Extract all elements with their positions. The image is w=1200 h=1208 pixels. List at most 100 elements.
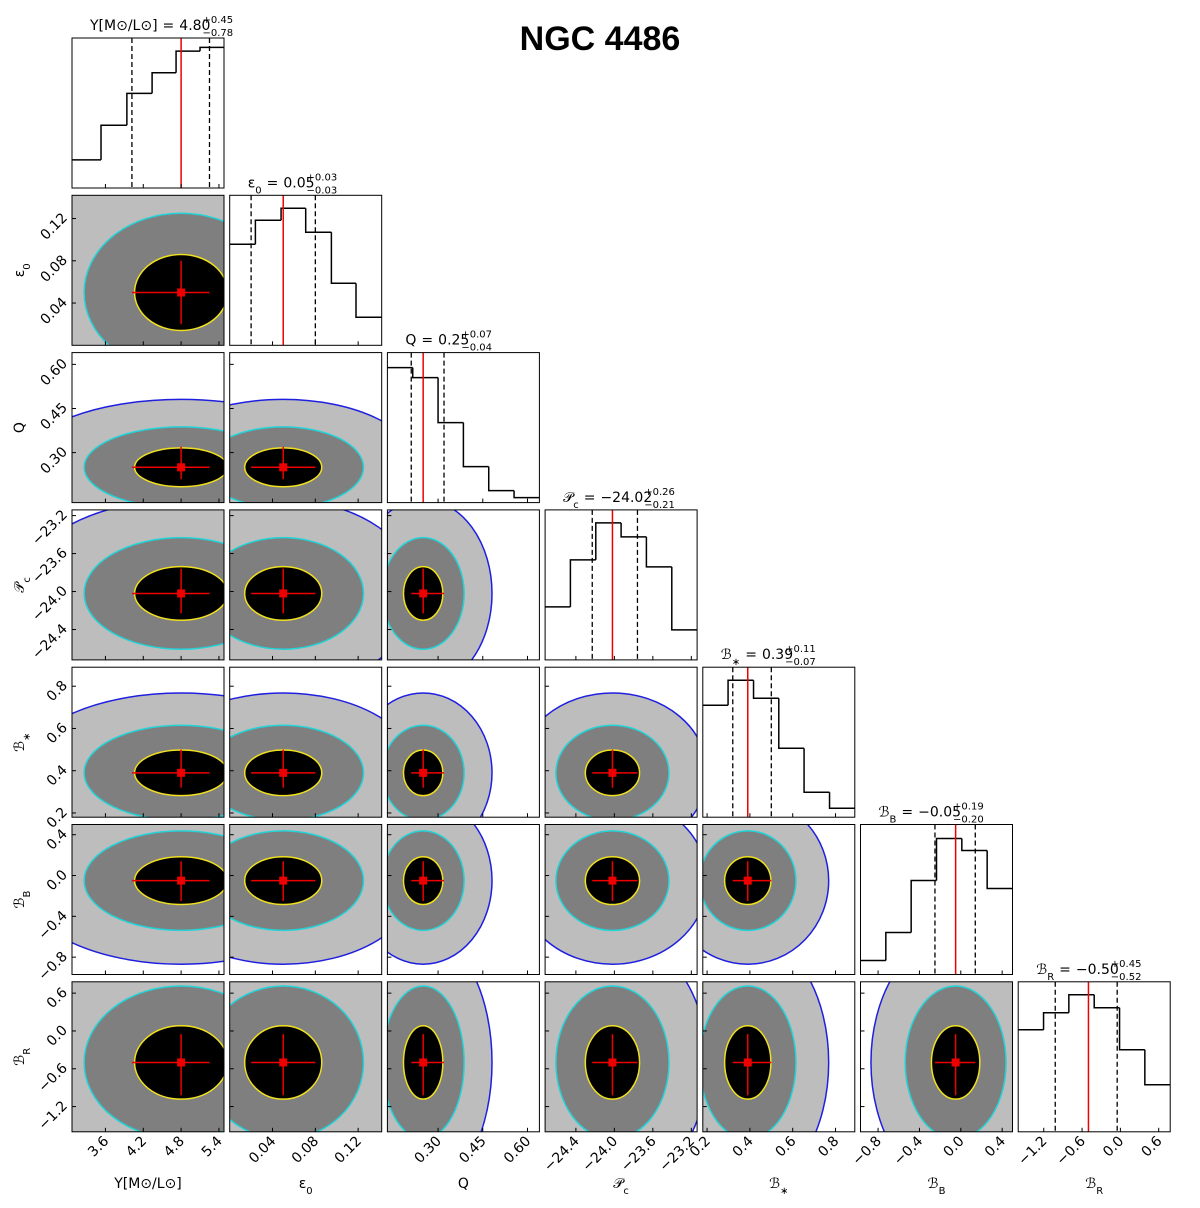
- y-tick-label: 0.0: [44, 1022, 71, 1049]
- panel-frame: [71, 981, 225, 1133]
- median-point: [177, 1058, 186, 1067]
- histogram-step: [595, 522, 622, 560]
- label-symbol: ε: [299, 1176, 307, 1192]
- histogram-step: [935, 837, 962, 881]
- axis-label: Q = 0.25: [405, 333, 469, 349]
- panel-frame: [229, 666, 383, 818]
- histogram-step: [411, 367, 439, 379]
- panel-frame: [229, 194, 383, 346]
- x-tick-label: 5.4: [199, 1133, 226, 1160]
- histogram-step: [355, 283, 382, 319]
- panel: [72, 195, 224, 346]
- label-symbol: Υ[M⊙/L⊙]: [89, 18, 158, 34]
- equals: =: [267, 175, 279, 191]
- axis-label: ℬR: [1085, 1176, 1103, 1197]
- panel: [545, 692, 698, 818]
- y-tick-label: 0.45: [37, 400, 70, 433]
- histogram-step: [986, 850, 1013, 890]
- panel-frame: [229, 824, 383, 975]
- equals: =: [901, 805, 913, 821]
- panel-frame: [386, 666, 540, 818]
- axis-label: ℬR: [12, 1048, 33, 1066]
- x-tick-label: 4.8: [161, 1133, 188, 1160]
- label-symbol: ℬ: [12, 897, 28, 908]
- x-tick-label: 0.2: [687, 1133, 714, 1160]
- axis-label: 𝒫c: [613, 1176, 629, 1197]
- x-tick-label: 0.0: [941, 1133, 968, 1160]
- axis-label: ℬ∗: [769, 1176, 788, 1197]
- panel-frame: [229, 981, 383, 1133]
- panel: [229, 692, 382, 818]
- x-tick-label: 0.6: [1138, 1133, 1165, 1160]
- panel-frame: [860, 824, 1013, 975]
- equals: =: [163, 18, 175, 34]
- y-tick-label: 0.30: [37, 444, 70, 477]
- y-tick-label: 0.8: [44, 678, 71, 705]
- histogram-step: [1118, 1007, 1145, 1051]
- histogram-step: [254, 219, 282, 245]
- histogram-step: [1042, 1012, 1069, 1030]
- panel-frame: [860, 981, 1013, 1133]
- panel: [702, 824, 830, 965]
- panel: [72, 509, 224, 660]
- x-tick-label: −0.4: [891, 1133, 926, 1168]
- label-symbol: Υ[M⊙/L⊙]: [113, 1176, 182, 1192]
- label-symbol: Q: [458, 1176, 469, 1192]
- label-symbol: Q: [12, 422, 28, 433]
- x-tick-label: −24.4: [541, 1133, 583, 1175]
- label-symbol: 𝒫: [613, 1176, 625, 1192]
- axis-label: 𝒫c = −24.02: [563, 490, 652, 511]
- label-sub: R: [22, 1048, 33, 1055]
- label-symbol: 𝒫: [12, 581, 28, 593]
- x-tick-label: 0.04: [246, 1133, 279, 1166]
- chart-title: NGC 4486: [520, 20, 681, 58]
- median-point: [608, 768, 617, 777]
- label-sub: R: [1047, 971, 1054, 982]
- panel: [1018, 981, 1171, 1132]
- err-plus-label: +0.45: [202, 15, 233, 26]
- axis-label: ℬR = −0.50: [1036, 962, 1119, 983]
- label-symbol: ℬ: [769, 1176, 780, 1192]
- y-tick-label: 0.6: [44, 720, 71, 747]
- x-tick-label: −24.0: [580, 1133, 622, 1175]
- panel: [72, 824, 224, 965]
- median-point: [419, 589, 428, 598]
- err-plus-label: +0.03: [307, 172, 338, 183]
- y-tick-label: 0.04: [37, 294, 70, 327]
- err-minus-label: −0.07: [785, 657, 816, 668]
- panel-frame: [386, 981, 540, 1133]
- label-symbol: Q: [405, 333, 416, 349]
- label-sub: ∗: [780, 1185, 788, 1196]
- x-tick-label: 0.12: [332, 1133, 365, 1166]
- panel-frame: [544, 509, 698, 661]
- x-tick-label: 0.30: [412, 1133, 445, 1166]
- histogram-step: [1093, 994, 1120, 1009]
- panel: [387, 352, 540, 503]
- panel-frame: [71, 509, 225, 661]
- y-tick-label: 0.60: [37, 356, 70, 389]
- median-label: 0.25: [438, 333, 469, 349]
- equals: =: [745, 647, 757, 663]
- axis-label: ε0: [299, 1176, 313, 1197]
- axis-label: Υ[M⊙/L⊙]: [113, 1176, 182, 1192]
- histogram-step: [828, 792, 855, 809]
- histogram-step: [126, 92, 153, 126]
- panel: [229, 398, 382, 503]
- x-tick-label: −1.2: [1015, 1133, 1050, 1168]
- median-label: 0.05: [283, 175, 314, 191]
- histogram-step: [437, 377, 464, 424]
- x-tick-label: 0.6: [772, 1133, 799, 1160]
- panel-frame: [544, 666, 698, 818]
- panel-frame: [229, 509, 383, 661]
- panel: [870, 981, 1013, 1132]
- err-minus-label: −0.03: [307, 185, 338, 196]
- panel-frame: [71, 824, 225, 975]
- axis-label: 𝒫c: [12, 577, 33, 593]
- y-tick-label: 0.4: [44, 826, 71, 853]
- median-point: [177, 589, 186, 598]
- panel-frame: [386, 824, 540, 975]
- panel: [72, 981, 224, 1132]
- label-sub: 0: [255, 185, 261, 196]
- axis-label: ε0: [12, 263, 33, 277]
